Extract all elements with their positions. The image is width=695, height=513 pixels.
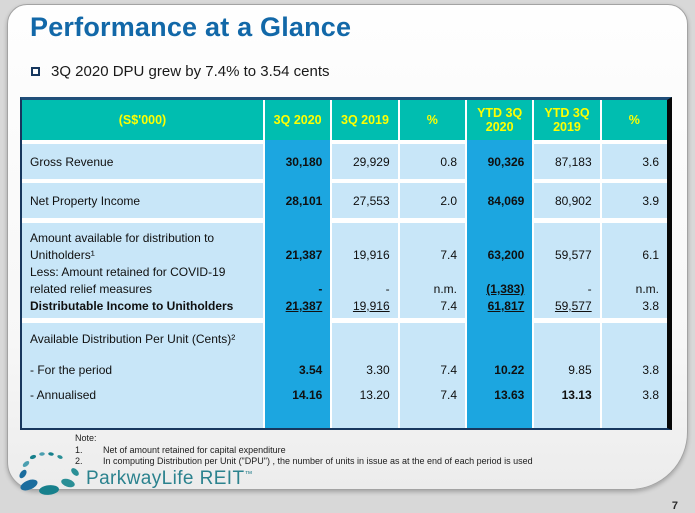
col-dpu-ytd2019: 9.85 13.13 <box>534 323 600 428</box>
col-dpu-ytd2020: 10.22 13.63 <box>467 323 533 428</box>
col-dist-3q2020: 21,387 - 21,387 <box>265 223 331 318</box>
row-gap <box>22 218 667 223</box>
header-currency: (S$'000) <box>22 100 263 140</box>
cell-npi-3q2020: 28,101 <box>265 183 331 218</box>
col-dpu-3q2019: 3.30 13.20 <box>332 323 398 428</box>
trademark-symbol: ™ <box>244 469 253 479</box>
header-ytd-3q2019: YTD 3Q 2019 <box>534 100 600 140</box>
header-pct-2: % <box>601 100 667 140</box>
row-gap <box>22 179 667 183</box>
performance-table: (S$'000) 3Q 2020 3Q 2019 % YTD 3Q 2020 Y… <box>20 97 672 430</box>
cell-gross-3q2020: 30,180 <box>265 144 331 179</box>
parkwaylife-reit-logo: ParkwayLife REIT™ <box>16 449 253 497</box>
header-pct-1: % <box>399 100 465 140</box>
cell-gross-pct: 0.8 <box>399 144 465 179</box>
row-label: Net Property Income <box>22 183 263 218</box>
page-number: 7 <box>671 500 678 512</box>
row-label-multiline: Amount available for distribution to Uni… <box>22 223 263 318</box>
cell-npi-3q2019: 27,553 <box>332 183 398 218</box>
footnotes: Note: 1. Net of amount retained for capi… <box>75 433 533 468</box>
row-gap <box>22 318 667 323</box>
cell-gross-3q2019: 29,929 <box>332 144 398 179</box>
col-dist-pct: 7.4 n.m. 7.4 <box>399 223 465 318</box>
col-dist-ytd2020: 63,200 (1,383) 61,817 <box>467 223 533 318</box>
col-dpu-3q2020: 3.54 14.16 <box>265 323 331 428</box>
page-title: Performance at a Glance <box>30 12 352 42</box>
table-row-net-property-income: Net Property Income 28,101 27,553 2.0 84… <box>22 183 667 218</box>
col-dpu-pct: 7.4 7.4 <box>399 323 465 428</box>
col-dist-ytd2019: 59,577 - 59,577 <box>534 223 600 318</box>
footnote-heading: Note: <box>75 433 97 443</box>
logo-text: ParkwayLife REIT™ <box>86 468 253 489</box>
header-ytd-3q2020: YTD 3Q 2020 <box>467 100 533 140</box>
cell-gross-ytd2019: 87,183 <box>534 144 600 179</box>
table-row-distribution: Amount available for distribution to Uni… <box>22 223 667 318</box>
cell-gross-ytd2020: 90,326 <box>467 144 533 179</box>
table-row-dpu: Available Distribution Per Unit (Cents)²… <box>22 323 667 428</box>
row-gap <box>22 140 667 144</box>
footnote-2: 2. In computing Distribution per Unit ("… <box>75 456 533 467</box>
col-dist-ytd-pct: 6.1 n.m. 3.8 <box>601 223 667 318</box>
key-highlight-text: 3Q 2020 DPU grew by 7.4% to 3.54 cents <box>51 63 330 80</box>
row-label: Gross Revenue <box>22 144 263 179</box>
table-row-gross-revenue: Gross Revenue 30,180 29,929 0.8 90,326 8… <box>22 144 667 179</box>
row-label-dpu: Available Distribution Per Unit (Cents)²… <box>22 323 263 428</box>
square-bullet-icon <box>31 67 40 76</box>
cell-gross-ytd-pct: 3.6 <box>601 144 667 179</box>
logo-dots-icon <box>19 452 79 495</box>
cell-npi-ytd2019: 80,902 <box>534 183 600 218</box>
table-header-row: (S$'000) 3Q 2020 3Q 2019 % YTD 3Q 2020 Y… <box>22 100 667 140</box>
key-highlight: 3Q 2020 DPU grew by 7.4% to 3.54 cents <box>31 63 330 80</box>
footnote-1: 1. Net of amount retained for capital ex… <box>75 444 286 455</box>
header-3q2019: 3Q 2019 <box>332 100 398 140</box>
cell-npi-ytd2020: 84,069 <box>467 183 533 218</box>
cell-npi-pct: 2.0 <box>399 183 465 218</box>
cell-npi-ytd-pct: 3.9 <box>601 183 667 218</box>
header-3q2020: 3Q 2020 <box>265 100 331 140</box>
col-dist-3q2019: 19,916 - 19,916 <box>332 223 398 318</box>
col-dpu-ytd-pct: 3.8 3.8 <box>601 323 667 428</box>
